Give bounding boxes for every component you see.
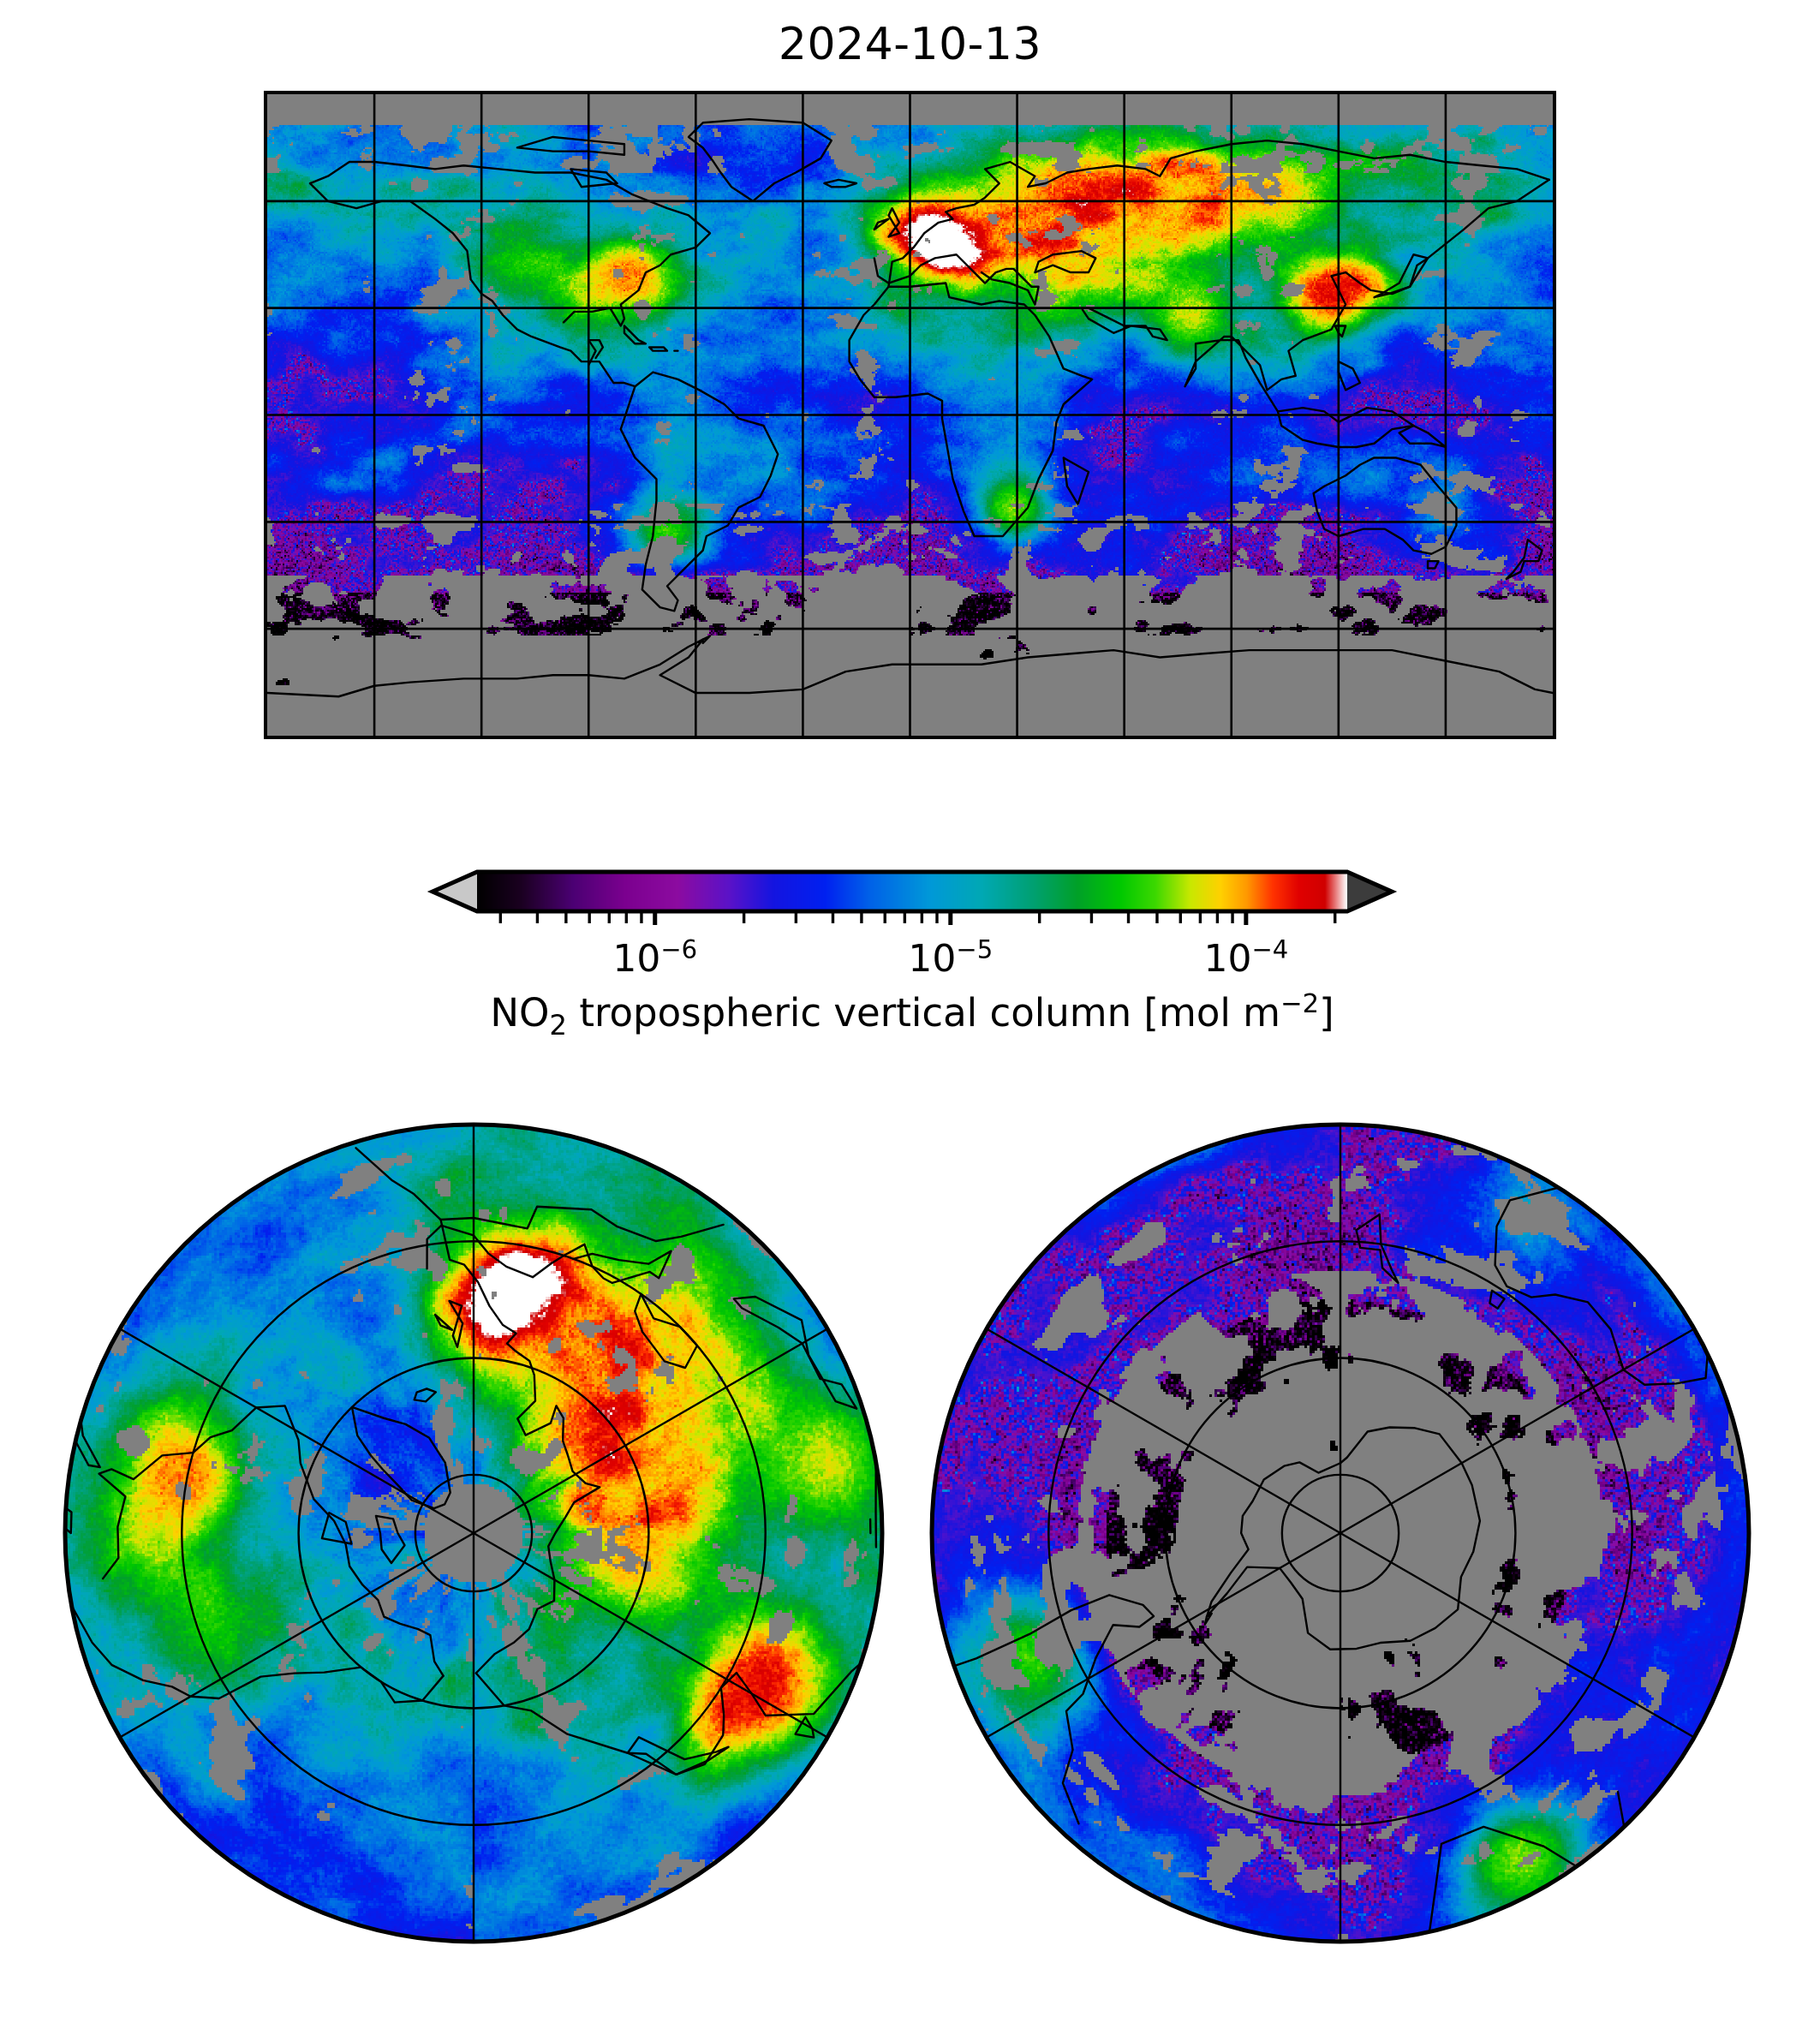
page-title: 2024-10-13	[778, 19, 1042, 70]
south-polar-raster	[927, 1119, 1754, 1947]
colorbar-group: 10−6 10−5 10−4 NO2 tropospheric vertical c…	[424, 863, 1400, 1047]
north-polar-raster	[60, 1119, 887, 1947]
world-map-raster	[267, 94, 1553, 736]
world-map-panel[interactable]	[264, 91, 1556, 739]
colorbar-tick-label: 10−6	[612, 934, 698, 981]
south-polar-map-panel[interactable]	[927, 1119, 1754, 1947]
colorbar-gradient	[424, 863, 1400, 925]
north-polar-map-panel[interactable]	[60, 1119, 887, 1947]
colorbar-tick-label: 10−5	[908, 934, 994, 981]
colorbar-axis-label: NO2 tropospheric vertical column [mol m−…	[490, 989, 1334, 1041]
colorbar-tick-labels: 10−6 10−5 10−4	[424, 937, 1400, 988]
colorbar-tick-label: 10−4	[1203, 934, 1289, 981]
colorbar[interactable]	[424, 863, 1400, 925]
